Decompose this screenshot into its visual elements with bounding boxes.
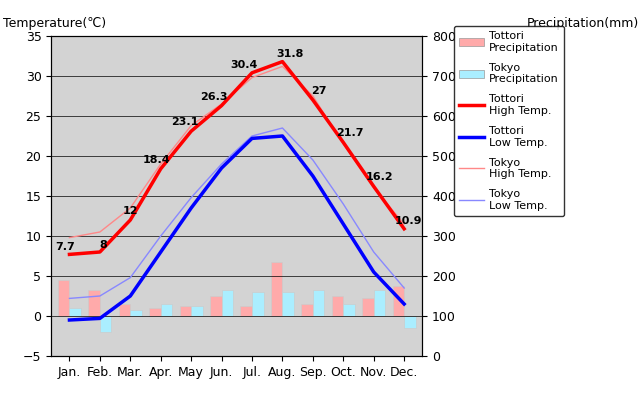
Bar [362,298,374,316]
Bar [180,306,191,316]
Bar [313,290,324,316]
Text: 7.7: 7.7 [55,242,75,252]
Bar [119,304,131,316]
Legend: Tottori
Precipitation, Tokyo
Precipitation, Tottori
High Temp., Tottori
Low Temp: Tottori Precipitation, Tokyo Precipitati… [454,26,564,216]
Bar [149,308,161,316]
Bar [210,296,221,316]
Bar [374,290,385,316]
Bar [282,292,294,316]
Text: 30.4: 30.4 [230,60,258,70]
Text: 10.9: 10.9 [395,216,422,226]
Bar [404,316,416,328]
Bar [332,296,343,316]
Bar [70,308,81,316]
Bar [131,310,142,316]
Bar [221,290,233,316]
Text: 12: 12 [122,206,138,216]
Bar [161,304,172,316]
Text: 21.7: 21.7 [335,128,363,138]
Text: 26.3: 26.3 [200,92,228,102]
Text: 23.1: 23.1 [172,117,199,127]
Text: 31.8: 31.8 [276,49,304,59]
Bar [392,286,404,316]
Bar [343,304,355,316]
Bar [191,306,203,316]
Text: Temperature(℃): Temperature(℃) [3,17,106,30]
Text: 18.4: 18.4 [142,155,170,165]
Bar [100,316,111,332]
Bar [271,262,282,316]
Bar [88,290,100,316]
Bar [301,304,313,316]
Text: 27: 27 [311,86,326,96]
Bar [241,306,252,316]
Bar [252,292,264,316]
Bar [58,280,70,316]
Text: 8: 8 [99,240,107,250]
Text: Precipitation(mm): Precipitation(mm) [526,17,639,30]
Text: 16.2: 16.2 [366,172,394,182]
